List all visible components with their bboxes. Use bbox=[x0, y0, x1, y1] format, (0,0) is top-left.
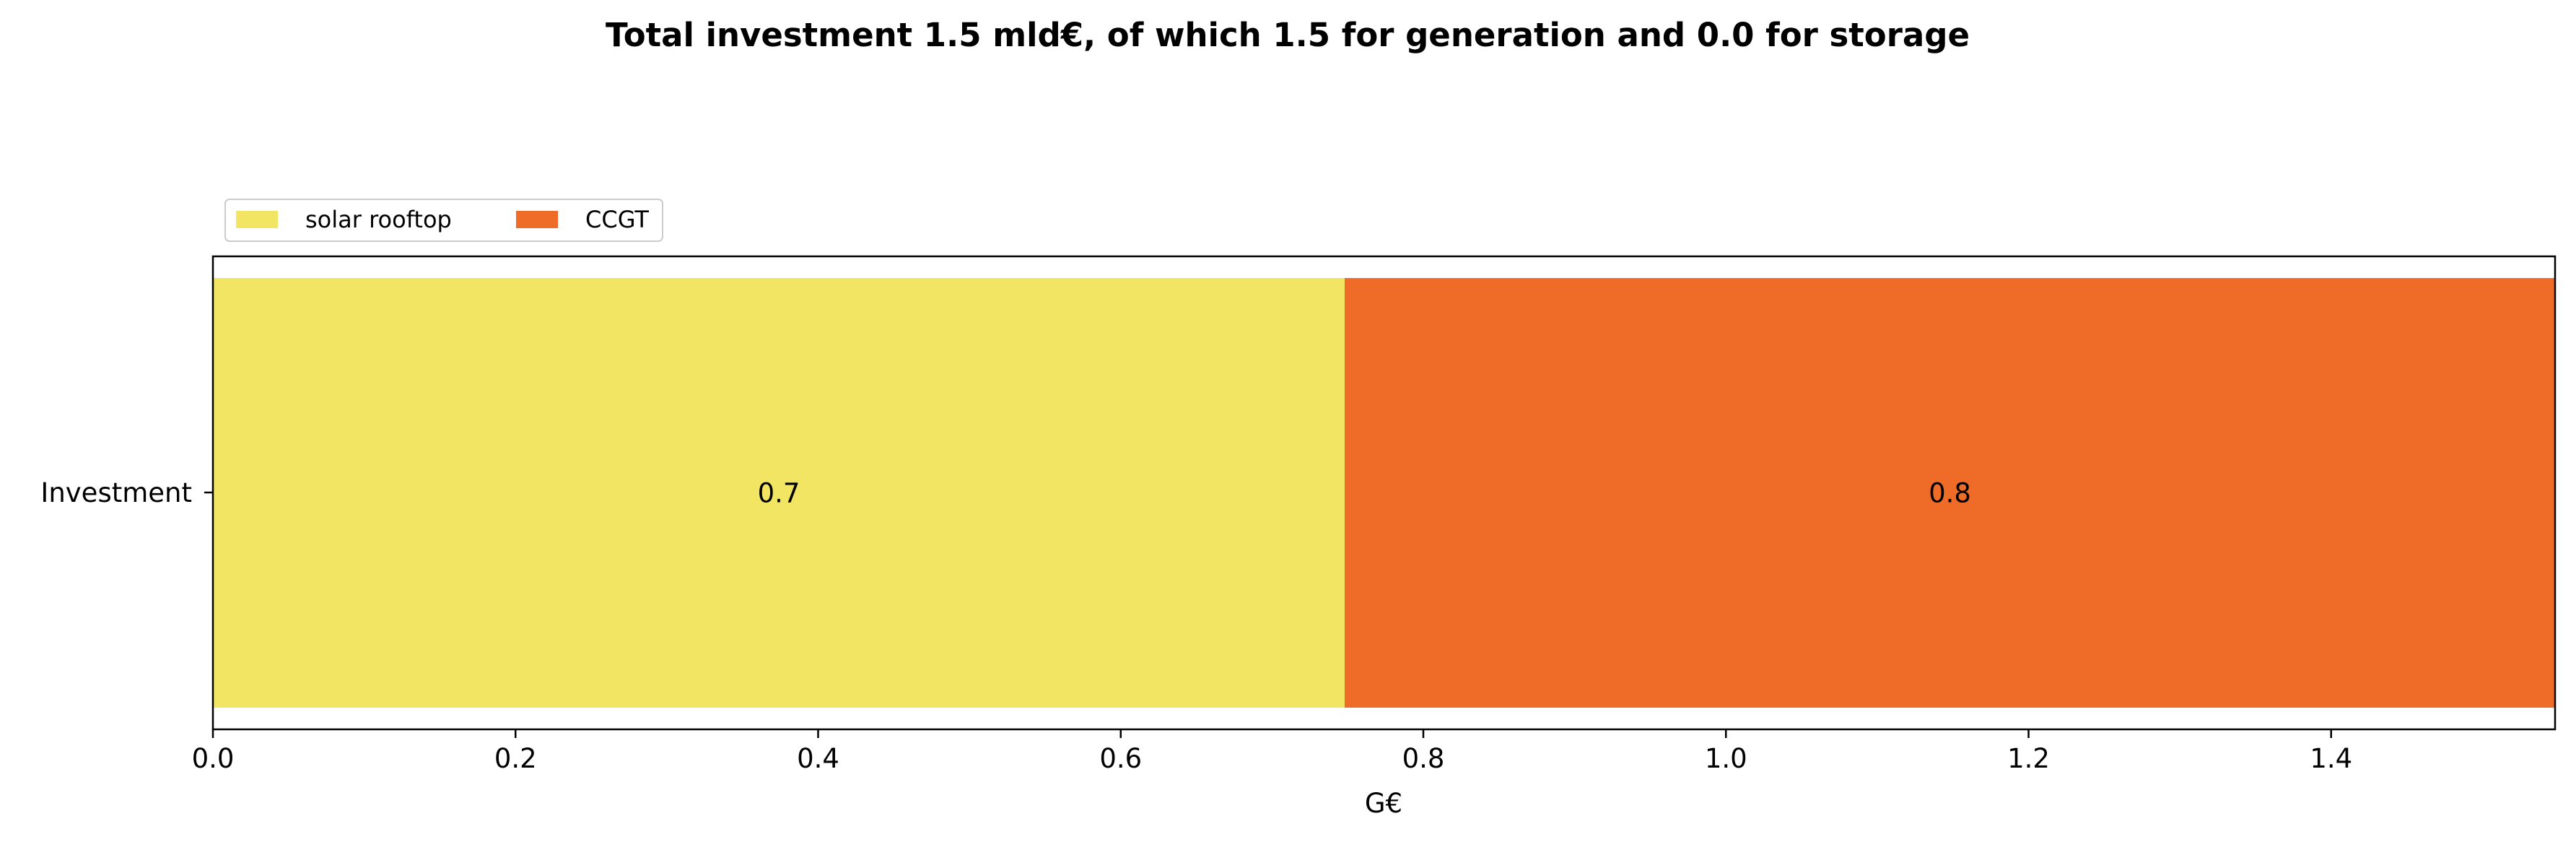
bars-group bbox=[213, 278, 2555, 708]
x-tick-label: 1.2 bbox=[2007, 743, 2050, 774]
x-tick-label: 0.4 bbox=[797, 743, 839, 774]
x-tick-label: 1.4 bbox=[2310, 743, 2352, 774]
bar-labels-group: 0.7 0.8 bbox=[758, 478, 1971, 509]
legend-label-ccgt: CCGT bbox=[585, 206, 649, 233]
x-axis-label: G€ bbox=[1365, 788, 1402, 819]
legend: solar rooftop CCGT bbox=[224, 199, 663, 242]
x-tick-label: 0.8 bbox=[1402, 743, 1445, 774]
legend-swatch-ccgt bbox=[516, 211, 558, 228]
x-tick-label: 0.6 bbox=[1099, 743, 1142, 774]
x-tick-label: 1.0 bbox=[1705, 743, 1747, 774]
x-tick-label: 0.0 bbox=[192, 743, 235, 774]
bar-value-label-ccgt: 0.8 bbox=[1929, 478, 1971, 509]
bar-solar-rooftop bbox=[213, 278, 1345, 708]
y-axis: Investment bbox=[40, 477, 213, 508]
bar-value-label-solar-rooftop: 0.7 bbox=[758, 478, 800, 509]
bar-ccgt bbox=[1344, 278, 2555, 708]
chart-title: Total investment 1.5 mld€, of which 1.5 … bbox=[606, 16, 1970, 54]
y-tick-label-investment: Investment bbox=[40, 477, 192, 508]
x-axis: 0.0 0.2 0.4 0.6 0.8 1.0 1.2 1.4 bbox=[192, 729, 2352, 774]
x-tick-label: 0.2 bbox=[494, 743, 537, 774]
legend-frame bbox=[224, 199, 663, 242]
legend-label-solar-rooftop: solar rooftop bbox=[305, 206, 452, 233]
legend-swatch-solar-rooftop bbox=[236, 211, 278, 228]
